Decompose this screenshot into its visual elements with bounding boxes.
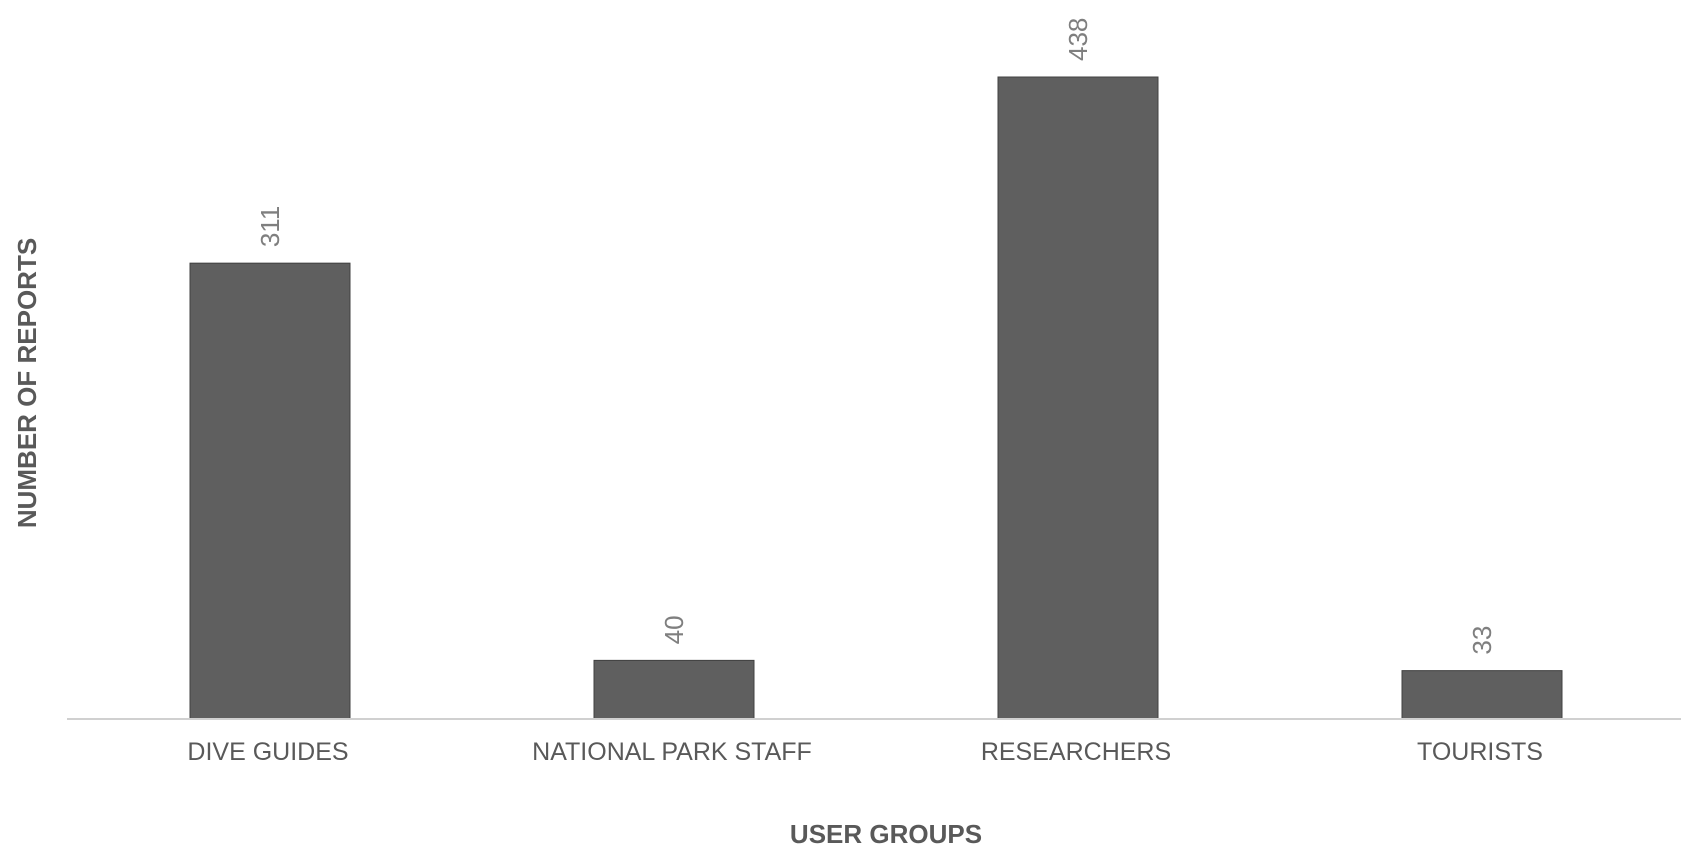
y-axis-title: NUMBER OF REPORTS — [12, 238, 42, 528]
x-tick-label-dive-guides: DIVE GUIDES — [187, 738, 348, 766]
bars-group — [189, 76, 1563, 720]
x-axis-title: USER GROUPS — [790, 819, 982, 849]
x-tick-label-researchers: RESEARCHERS — [981, 738, 1171, 766]
data-label-tourists: 33 — [1467, 626, 1497, 655]
bar-dive-guides — [189, 262, 351, 720]
data-label-dive-guides: 311 — [255, 206, 285, 247]
bar-tourists — [1401, 670, 1563, 720]
x-tick-labels-group: DIVE GUIDES NATIONAL PARK STAFF RESEARCHER… — [187, 738, 1543, 766]
bar-national-park-staff — [593, 659, 755, 720]
x-tick-label-tourists: TOURISTS — [1417, 738, 1543, 766]
data-label-national-park-staff: 40 — [659, 615, 689, 644]
data-labels-group: 311 40 438 33 — [255, 18, 1497, 655]
bar-researchers — [997, 76, 1159, 720]
x-tick-label-national-park-staff: NATIONAL PARK STAFF — [532, 738, 812, 766]
data-label-researchers: 438 — [1063, 18, 1093, 61]
